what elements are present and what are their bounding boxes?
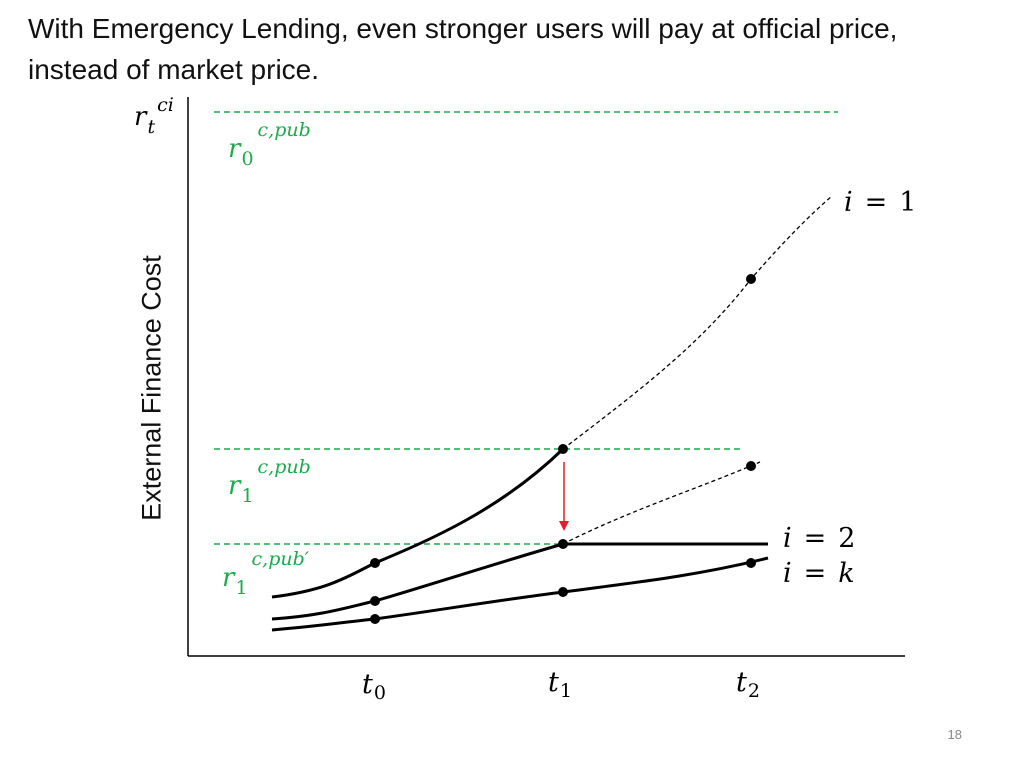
curve-i1-dashed <box>562 195 833 450</box>
point-ik-t0 <box>370 614 380 624</box>
point-ik-t1 <box>558 587 568 597</box>
rate-level-label-r1: r1c,pub <box>228 456 311 507</box>
curve-label-i2: i = 2 <box>783 523 855 554</box>
point-i1-t0 <box>370 558 380 568</box>
curve-i2-dashed <box>562 461 761 545</box>
point-ik-t2 <box>746 558 756 568</box>
point-i2-t0 <box>370 596 380 606</box>
curve-i2-solid <box>271 542 768 621</box>
curve-label-ik: i = k <box>783 558 855 589</box>
x-tick-label-t1: t1 <box>548 667 572 702</box>
curve-label-i1: i = 1 <box>844 187 916 218</box>
point-i1-t2 <box>746 274 756 284</box>
point-i1-t1 <box>558 444 568 454</box>
rate-level-label-r0: r0c,pub <box>228 119 311 170</box>
curve-ik-solid <box>271 556 769 632</box>
x-tick-label-t0: t0 <box>362 669 386 704</box>
x-tick-label-t2: t2 <box>736 667 760 702</box>
point-i2-t2 <box>746 461 756 471</box>
rate-level-label-r1-prime: r1c,pub′ <box>222 548 310 599</box>
curve-i1-solid <box>271 447 565 599</box>
page-number: 18 <box>947 727 962 742</box>
point-i2-t1 <box>558 539 568 549</box>
slide-title: With Emergency Lending, even stronger us… <box>28 13 898 85</box>
y-axis-symbol: rtci <box>134 94 174 138</box>
